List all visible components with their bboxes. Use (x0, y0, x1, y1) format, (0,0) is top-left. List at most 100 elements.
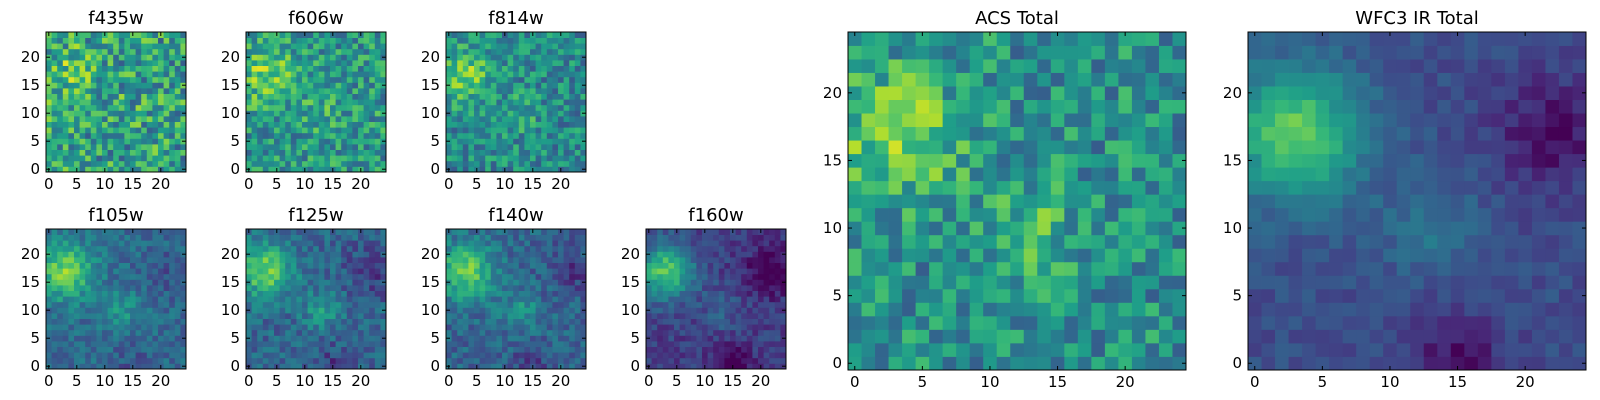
heatmap-cell (524, 127, 531, 134)
heatmap-cell (313, 240, 320, 247)
heatmap-cell (74, 65, 80, 72)
heatmap-cell (313, 48, 320, 55)
heatmap-cell (713, 268, 720, 275)
heatmap-cell (341, 251, 348, 258)
heatmap-cell (1091, 342, 1106, 357)
heatmap-cell (1050, 315, 1065, 330)
heatmap-cell (346, 268, 353, 275)
heatmap-cell (668, 329, 675, 336)
heatmap-cell (1064, 234, 1079, 249)
heatmap-cell (724, 273, 731, 280)
heatmap-cell (279, 279, 286, 286)
heatmap-cell (1145, 221, 1160, 236)
heatmap-cell (724, 341, 731, 347)
heatmap-cell (279, 88, 286, 94)
heatmap-cell (741, 313, 748, 319)
heatmap-cell (535, 313, 542, 319)
heatmap-cell (651, 257, 658, 263)
heatmap-cell (246, 93, 252, 100)
heatmap-cell (446, 245, 452, 252)
heatmap-cell (96, 155, 103, 162)
heatmap-cell (135, 160, 142, 167)
heatmap-cell (502, 76, 508, 83)
heatmap-cell (735, 357, 742, 364)
heatmap-cell (146, 318, 153, 325)
heatmap-cell (118, 257, 125, 263)
heatmap-cell (57, 335, 64, 342)
heatmap-cell (346, 82, 353, 89)
heatmap-cell (146, 116, 153, 122)
heatmap-cell (741, 363, 748, 370)
heatmap-cell (62, 144, 69, 150)
heatmap-cell (996, 329, 1011, 344)
heatmap-cell (848, 248, 862, 263)
heatmap-cell (324, 290, 331, 297)
heatmap-cell (580, 48, 587, 55)
heatmap-cell (668, 363, 675, 370)
heatmap-cell (46, 132, 52, 139)
heatmap-cell (662, 357, 669, 364)
heatmap-cell (569, 273, 576, 280)
heatmap-cell (702, 251, 708, 258)
heatmap-cell (674, 279, 680, 286)
heatmap-cell (513, 234, 520, 241)
heatmap-cell (524, 82, 531, 89)
heatmap-cell (1104, 234, 1119, 249)
heatmap-cell (274, 71, 280, 78)
heatmap-cell (141, 43, 148, 50)
heatmap-cell (57, 160, 64, 167)
heatmap-cell (274, 307, 280, 314)
heatmap-cell (457, 240, 464, 247)
heatmap-cell (135, 104, 142, 111)
heatmap-cell (246, 324, 252, 331)
heatmap-cell (296, 329, 303, 336)
heatmap-cell (558, 346, 564, 353)
heatmap-cell (51, 240, 58, 247)
heatmap-cell (546, 273, 553, 280)
heatmap-cell (262, 121, 269, 128)
heatmap-cell (85, 166, 92, 173)
heatmap-cell (118, 88, 125, 94)
heatmap-cell (451, 352, 458, 359)
heatmap-cell (341, 43, 348, 50)
heatmap-cell (546, 60, 553, 66)
heatmap-cell (307, 60, 314, 66)
heatmap-cell (251, 279, 258, 286)
heatmap-cell (769, 285, 776, 291)
heatmap-cell (446, 43, 452, 50)
heatmap-cell (62, 279, 69, 286)
heatmap-cell (507, 301, 514, 308)
heatmap-cell (124, 290, 131, 297)
heatmap-cell (546, 296, 553, 303)
heatmap-cell (763, 329, 770, 336)
heatmap-cell (707, 245, 714, 252)
heatmap-cell (569, 313, 576, 319)
heatmap-cell (158, 82, 164, 89)
heatmap-cell (457, 149, 464, 156)
heatmap-cell (74, 329, 80, 336)
heatmap-cell (651, 346, 658, 353)
heatmap-cell (113, 273, 120, 280)
heatmap-cell (485, 324, 492, 331)
heatmap-cell (330, 155, 336, 162)
heatmap-cell (502, 324, 508, 331)
heatmap-cell (313, 290, 320, 297)
heatmap-cell (352, 144, 359, 150)
heatmap-cell (268, 82, 275, 89)
heatmap-cell (474, 116, 480, 122)
heatmap-cell (307, 329, 314, 336)
heatmap-cell (685, 257, 692, 263)
heatmap-cell (451, 149, 458, 156)
heatmap-cell (763, 357, 770, 364)
heatmap-cell (1077, 221, 1092, 236)
heatmap-cell (1104, 356, 1119, 371)
heatmap-cell (251, 262, 258, 269)
heatmap-cell (490, 335, 497, 342)
heatmap-cell (358, 71, 364, 78)
heatmap-cell (335, 76, 342, 83)
heatmap-cell (474, 144, 480, 150)
heatmap-cell (580, 234, 587, 241)
heatmap-cell (335, 329, 342, 336)
x-tick-label: 5 (272, 372, 282, 390)
heatmap-cell (135, 262, 142, 269)
